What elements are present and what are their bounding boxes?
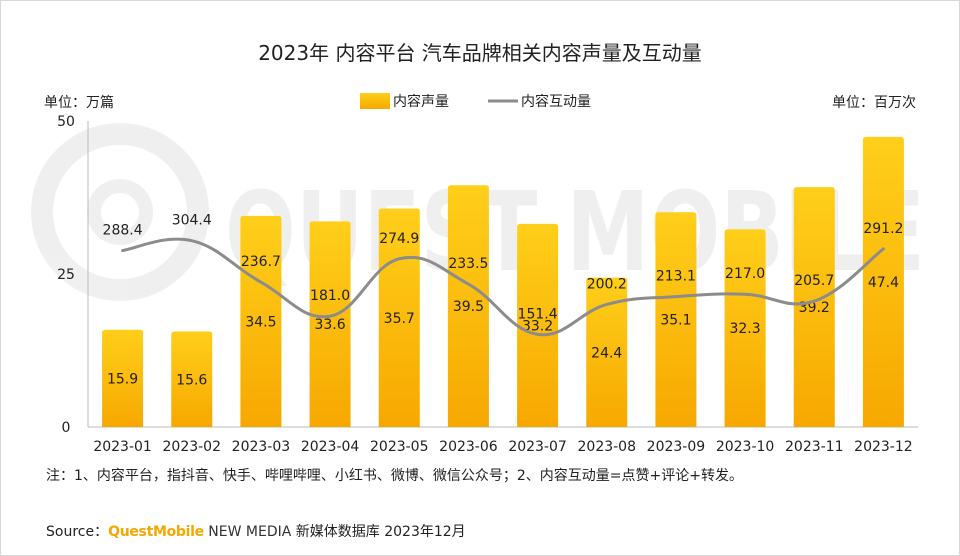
bar-label-2023-09: 35.1	[660, 313, 691, 329]
right-axis-unit: 单位：百万次	[832, 95, 916, 111]
x-tick-label-2023-09: 2023-09	[647, 439, 706, 455]
x-tick-label-2023-11: 2023-11	[785, 439, 844, 455]
legend-bar-label: 内容声量	[393, 93, 449, 110]
y-tick-label-25: 25	[57, 267, 75, 283]
watermark-ring-icon	[31, 123, 209, 301]
line-label-2023-02: 304.4	[172, 213, 212, 229]
bar-2023-08	[586, 277, 628, 427]
bar-value-labels: 15.9 15.6 34.5 33.6 35.7 39.5 33.2 24.4 35.1 32.3…	[107, 275, 899, 388]
bar-2023-11	[793, 187, 835, 427]
bar-label-2023-03: 34.5	[245, 314, 276, 330]
bar-label-2023-05: 35.7	[384, 311, 415, 327]
bar-label-2023-07: 33.2	[522, 318, 553, 334]
line-label-2023-09: 213.1	[656, 269, 696, 285]
footnote: 注：1、内容平台，指抖音、快手、哔哩哔哩、小红书、微博、微信公众号；2、内容互动…	[46, 468, 744, 484]
y-tick-labels: 0 25 50	[57, 114, 75, 436]
bar-2023-03	[240, 215, 282, 427]
legend: 内容声量 内容互动量	[360, 93, 591, 110]
bar-label-2023-01: 15.9	[107, 371, 138, 387]
bar-2023-02	[171, 331, 213, 427]
line-label-2023-04: 181.0	[310, 288, 350, 304]
line-label-2023-05: 274.9	[379, 231, 419, 247]
x-tick-label-2023-12: 2023-12	[854, 439, 913, 455]
x-tick-label-2023-08: 2023-08	[578, 439, 637, 455]
x-tick-label-2023-01: 2023-01	[93, 439, 152, 455]
legend-line-label: 内容互动量	[521, 93, 591, 110]
left-axis-unit: 单位：万篇	[44, 95, 114, 111]
bar-label-2023-04: 33.6	[314, 317, 345, 333]
line-label-2023-12: 291.2	[863, 221, 903, 237]
bar-2023-07	[517, 223, 559, 427]
bar-2023-01	[102, 329, 144, 427]
x-tick-label-2023-05: 2023-05	[370, 439, 429, 455]
legend-bar-swatch	[360, 93, 390, 109]
x-tick-label-2023-02: 2023-02	[163, 439, 222, 455]
bar-label-2023-06: 39.5	[453, 299, 484, 315]
x-tick-labels: 2023-01 2023-02 2023-03 2023-04 2023-05 2023-…	[93, 439, 912, 455]
x-tick-label-2023-10: 2023-10	[716, 439, 775, 455]
watermark-core-icon	[87, 179, 153, 245]
y-tick-label-0: 0	[62, 420, 71, 436]
source-line: Source：QuestMobile NEW MEDIA 新媒体数据库 2023…	[46, 521, 466, 541]
bar-label-2023-08: 24.4	[591, 345, 622, 361]
bar-2023-10	[724, 229, 766, 427]
x-tick-label-2023-07: 2023-07	[508, 439, 567, 455]
x-tick-label-2023-03: 2023-03	[232, 439, 291, 455]
chart-title: 2023年 内容平台 汽车品牌相关内容声量及互动量	[258, 41, 702, 65]
line-label-2023-11: 205.7	[794, 273, 834, 289]
bar-2023-06	[447, 185, 489, 427]
source-brand: QuestMobile	[108, 524, 204, 540]
source-prefix: Source：	[46, 524, 109, 540]
line-label-2023-03: 236.7	[241, 254, 281, 270]
x-tick-label-2023-04: 2023-04	[301, 439, 360, 455]
bar-series	[102, 136, 904, 428]
source-brand-suffix: NEW MEDIA	[203, 524, 292, 540]
line-label-2023-01: 288.4	[103, 222, 143, 238]
interaction-line	[121, 237, 885, 337]
line-value-labels: 288.4 304.4 236.7 181.0 274.9 233.5 151.4 200.2…	[103, 213, 904, 323]
line-label-2023-06: 233.5	[448, 256, 488, 272]
bar-label-2023-10: 32.3	[729, 321, 760, 337]
line-label-2023-10: 217.0	[725, 266, 765, 282]
x-tick-label-2023-06: 2023-06	[439, 439, 498, 455]
y-tick-label-50: 50	[57, 114, 75, 130]
source-rest: 新媒体数据库 2023年12月	[291, 524, 466, 540]
bar-2023-04	[309, 221, 351, 427]
bar-label-2023-02: 15.6	[176, 372, 207, 388]
bar-2023-09	[655, 212, 697, 427]
line-label-2023-08: 200.2	[587, 276, 627, 292]
bar-2023-12	[862, 136, 904, 428]
line-label-2023-07: 151.4	[518, 306, 558, 322]
bar-label-2023-12: 47.4	[868, 275, 899, 291]
